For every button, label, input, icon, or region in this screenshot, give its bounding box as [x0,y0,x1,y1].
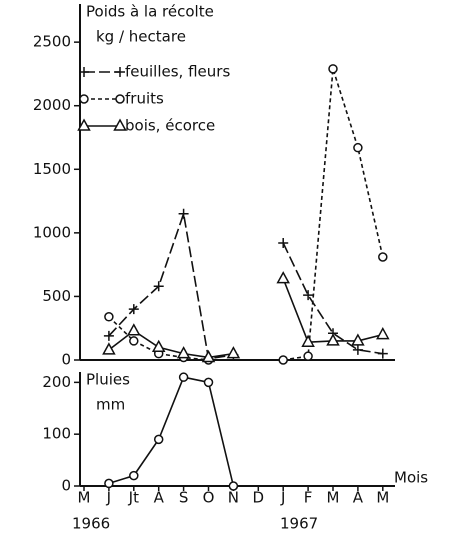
x-tick-label: F [304,489,313,507]
y-tick-label: 0 [61,477,71,495]
marker [328,64,338,74]
marker [153,434,164,445]
marker [115,94,125,104]
series-line [108,68,384,361]
marker [326,333,340,346]
marker [201,349,216,363]
legend-label: fruits [125,90,164,108]
series-line [108,278,383,359]
series-line [108,213,383,360]
x-tick-label: O [203,489,215,507]
x-tick-label: D [253,489,265,507]
chart-title: Poids à la récolte [86,3,214,21]
marker [115,67,125,77]
y-axis-label: kg / hectare [96,28,186,46]
legend-label: feuilles, fleurs [125,63,230,81]
marker [127,323,141,336]
y-axis-label: mm [96,396,125,414]
marker [103,330,114,341]
y-tick-label: 100 [42,425,71,443]
x-tick-label: S [179,489,189,507]
x-tick-label: A [154,489,165,507]
marker [102,342,116,355]
marker [128,304,139,315]
y-tick-label: 2000 [33,96,71,114]
marker [228,481,239,491]
series-line [108,376,235,487]
marker [153,281,164,292]
marker [378,252,388,262]
marker [178,372,189,382]
marker [104,478,114,489]
marker [278,238,289,249]
marker [77,118,91,131]
marker [353,142,363,153]
x-tick-label: M [376,489,389,507]
year-label: 1966 [72,515,110,533]
marker [203,377,214,388]
x-tick-label: N [228,489,239,507]
marker [377,348,388,359]
marker [278,355,288,365]
x-tick-label: J [106,489,111,507]
marker [176,346,191,359]
x-tick-label: M [327,489,340,507]
marker [178,208,189,219]
marker [301,334,315,347]
y-tick-label: 200 [42,373,71,391]
legend-label: bois, écorce [125,117,215,135]
year-label: 1967 [280,515,318,533]
marker [151,339,166,353]
marker [276,271,290,284]
x-tick-label: M [78,489,91,507]
marker [129,470,139,481]
marker [303,290,314,301]
x-tick-label: A [353,489,364,507]
marker [226,346,241,359]
marker [79,67,89,77]
marker [79,94,89,104]
marker [376,327,390,340]
x-axis-label: Mois [394,469,428,487]
marker [303,351,313,361]
y-tick-label: 0 [61,351,71,369]
marker [129,336,139,346]
y-tick-label: 500 [42,287,71,305]
marker [352,344,363,355]
y-tick-label: 1500 [33,160,71,178]
marker [351,333,365,346]
x-tick-label: Jt [128,489,139,507]
chart-title: Pluies [86,371,130,389]
y-tick-label: 1000 [33,223,71,241]
y-tick-label: 2500 [33,33,71,51]
marker [113,118,127,131]
x-tick-label: J [280,489,285,507]
marker [104,312,114,322]
